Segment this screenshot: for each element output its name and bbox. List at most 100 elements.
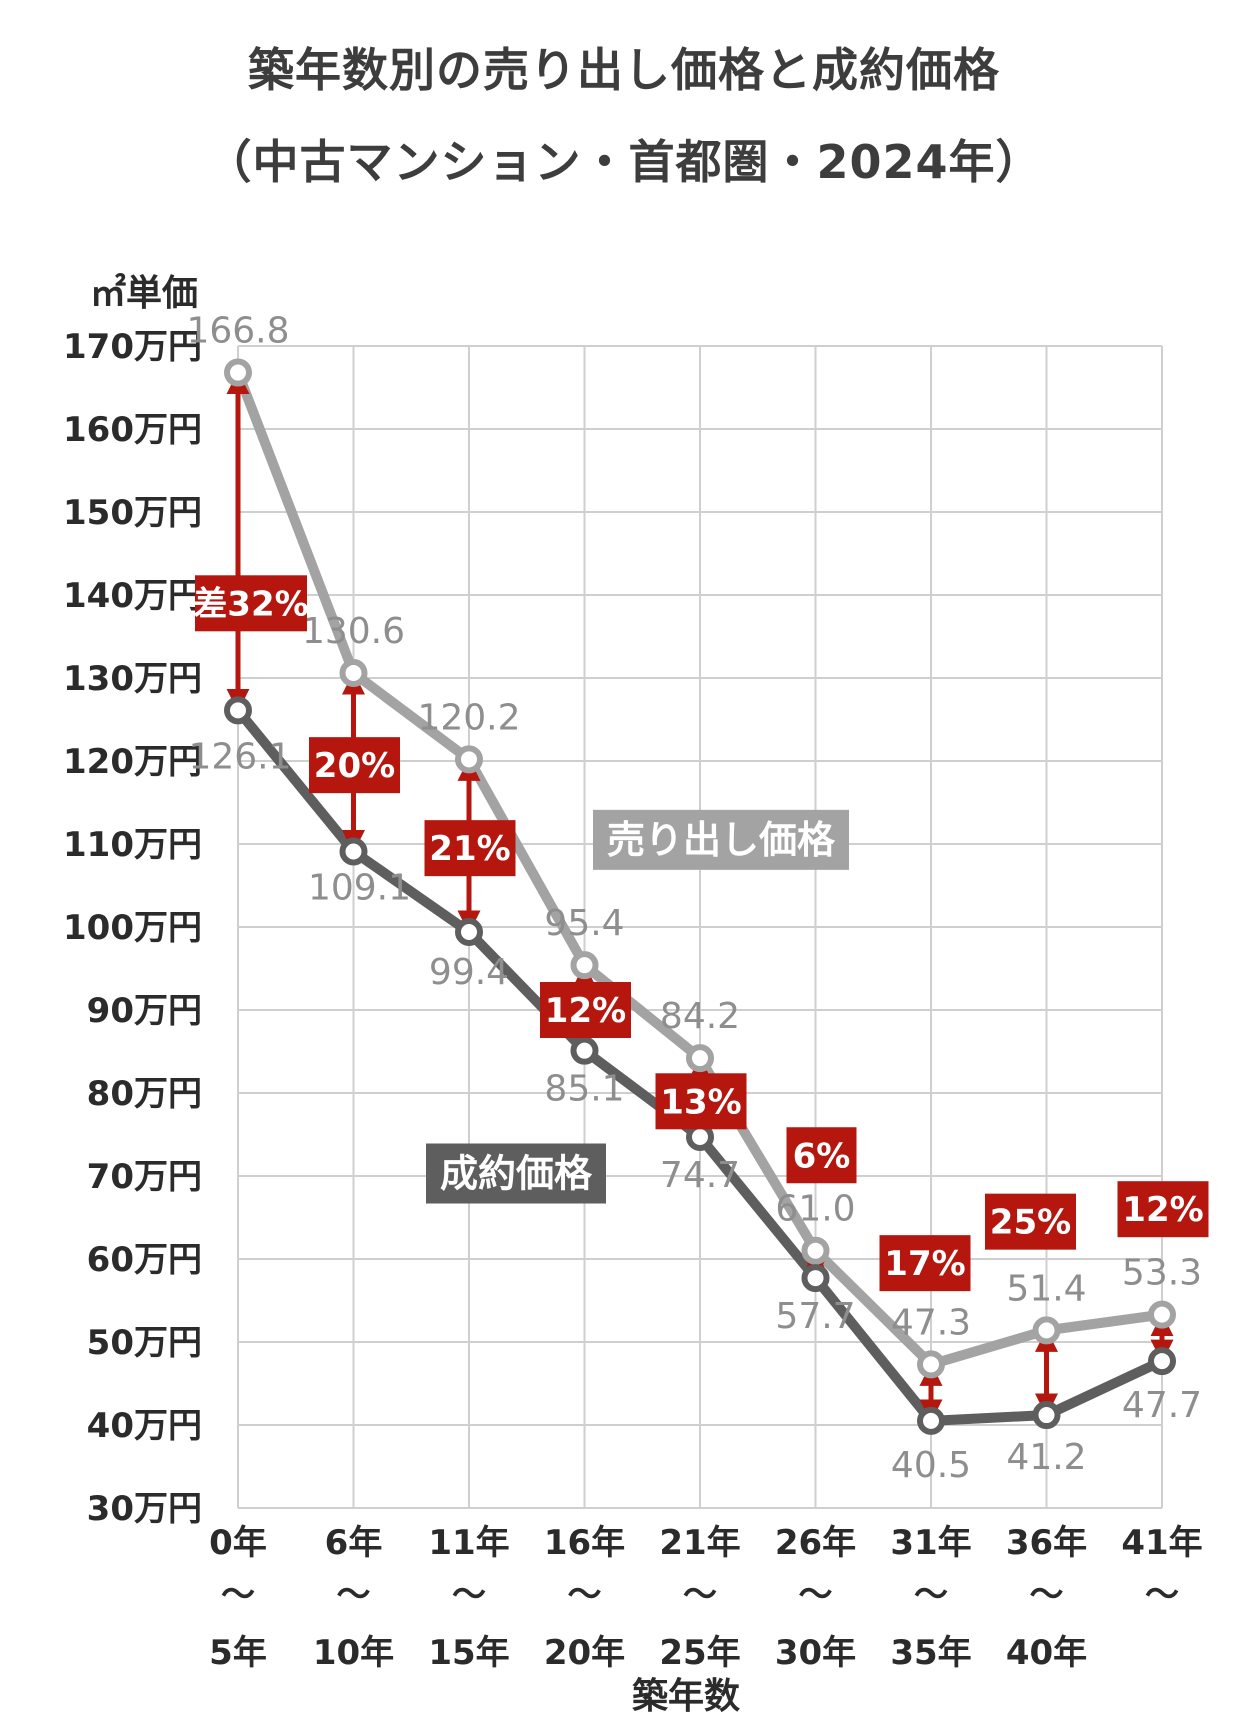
offer-legend-bg (593, 809, 849, 870)
offer-value-label: 95.4 (544, 903, 624, 944)
y-tick-label: 70万円 (87, 1157, 202, 1197)
y-tick-label: 160万円 (63, 410, 202, 450)
deal-price-point (339, 837, 368, 866)
x-tick-label-bottom: 20年 (544, 1633, 625, 1673)
x-tick-label-bottom: 25年 (659, 1633, 740, 1673)
offer-price-point (917, 1350, 945, 1379)
deal-legend-label: 成約価格 (440, 1152, 593, 1196)
gap-badge-bg (195, 575, 307, 632)
y-tick-label: 120万円 (63, 742, 202, 782)
gap-badge-bg (786, 1127, 857, 1184)
offer-value-label: 120.2 (417, 697, 520, 738)
gap-badge-label: 25% (990, 1203, 1071, 1243)
gap-badge-label: 12% (545, 991, 626, 1031)
deal-price-point (224, 696, 252, 725)
offer-value-label: 47.3 (891, 1302, 971, 1343)
gap-badge-bg (985, 1193, 1076, 1250)
gap-badge-label: 17% (884, 1244, 965, 1284)
x-tick-label-top: 16年 (544, 1523, 625, 1563)
offer-price-point (1148, 1300, 1176, 1329)
gap-badge-bg (309, 737, 400, 794)
y-tick-label: 170万円 (63, 327, 202, 367)
y-tick-label: 40万円 (87, 1406, 202, 1446)
offer-price-point (224, 358, 252, 387)
x-axis-label: 築年数 (632, 1676, 740, 1715)
deal-price-point (801, 1264, 830, 1293)
x-tick-label-tilde: 〜 (683, 1575, 717, 1615)
y-tick-label: 110万円 (63, 825, 202, 865)
gap-badge-label: 差32% (193, 584, 308, 624)
gap-badge-label: 6% (793, 1136, 851, 1176)
deal-value-label: 85.1 (544, 1069, 624, 1110)
x-tick-label-top: 21年 (659, 1523, 740, 1563)
y-tick-label: 90万円 (87, 991, 202, 1031)
x-tick-label-tilde: 〜 (221, 1575, 255, 1615)
deal-price-point (1032, 1401, 1061, 1430)
deal-value-label: 109.1 (308, 867, 411, 908)
gap-badge-bg (879, 1235, 971, 1292)
y-tick-label: 100万円 (63, 908, 202, 948)
deal-value-label: 99.4 (429, 952, 509, 993)
gap-badge-label: 20% (314, 746, 395, 786)
axes: 30万円 40万円 50万円 60万円 70万円 80万円 90万円 100万円 110万円 12… (63, 272, 1203, 1715)
gap-badge-bg (655, 1073, 747, 1130)
gap-badge-bg (424, 820, 516, 877)
x-tick-label-top: 11年 (428, 1523, 509, 1563)
x-tick-label-bottom: 30年 (775, 1633, 856, 1673)
x-tick-label-top: 26年 (775, 1523, 856, 1563)
x-tick-label-bottom: 15年 (428, 1633, 509, 1673)
x-tick-label-tilde: 〜 (452, 1575, 486, 1615)
deal-value-label: 40.5 (891, 1445, 971, 1486)
x-tick-label-bottom: 35年 (890, 1633, 971, 1673)
x-tick-label-tilde: 〜 (337, 1575, 371, 1615)
gap-badge-label: 12% (1122, 1190, 1203, 1230)
offer-price-point (686, 1044, 714, 1073)
x-tick-label-bottom: 10年 (313, 1633, 394, 1673)
offer-price-point (455, 745, 483, 774)
x-tick-label-top: 0年 (209, 1523, 267, 1563)
gap-badge-label: 13% (660, 1082, 741, 1122)
y-tick-label: 30万円 (87, 1489, 202, 1529)
offer-legend-label: 売り出し価格 (607, 818, 836, 862)
value-labels: 166.8 130.6 120.2 95.4 84.2 61.0 47.3 51.4 53.3 1… (186, 311, 1202, 1486)
offer-price-point (1032, 1316, 1061, 1345)
offer-value-label: 166.8 (186, 311, 289, 352)
x-tick-label-top: 41年 (1121, 1523, 1202, 1563)
chart-subtitle: （中古マンション・首都圏・2024年） (205, 135, 1043, 189)
deal-price-point (917, 1406, 945, 1435)
offer-value-label: 130.6 (302, 611, 405, 652)
deal-price-point (570, 1036, 599, 1065)
gap-badge-bg (1117, 1181, 1209, 1238)
deal-legend-bg (426, 1143, 606, 1204)
offer-price-point (570, 951, 599, 980)
x-tick-label-top: 36年 (1006, 1523, 1087, 1563)
x-tick-label-bottom: 40年 (1006, 1633, 1087, 1673)
chart-title: 築年数別の売り出し価格と成約価格 (248, 43, 1000, 97)
x-tick-label-tilde: 〜 (568, 1575, 602, 1615)
gap-badges: 差32% 20% 21% 12% 13% 6% 17% 25% 12% (193, 575, 1209, 1292)
y-tick-label: 150万円 (63, 493, 202, 533)
y-tick-label: 60万円 (87, 1240, 202, 1280)
offer-value-label: 61.0 (775, 1189, 855, 1230)
deal-value-label: 74.7 (660, 1155, 740, 1196)
offer-value-label: 84.2 (660, 996, 740, 1037)
gap-badge-label: 21% (429, 829, 510, 869)
deal-value-label: 41.2 (1006, 1437, 1086, 1478)
x-tick-label-tilde: 〜 (799, 1575, 833, 1615)
offer-price-point (801, 1236, 830, 1265)
deal-price-point (455, 917, 483, 946)
deal-price-point (1148, 1347, 1176, 1376)
x-tick-label-tilde: 〜 (1145, 1575, 1179, 1615)
deal-value-label: 57.7 (775, 1296, 855, 1337)
x-tick-label-tilde: 〜 (1030, 1575, 1064, 1615)
deal-value-label: 47.7 (1122, 1385, 1202, 1426)
offer-value-label: 51.4 (1006, 1268, 1086, 1309)
x-tick-label-bottom: 5年 (209, 1633, 267, 1673)
y-axis-label: ㎡単価 (90, 272, 198, 314)
gap-badge-bg (540, 982, 631, 1038)
deal-value-label: 126.1 (188, 736, 291, 777)
offer-value-label: 53.3 (1122, 1253, 1202, 1294)
x-tick-label-top: 31年 (890, 1523, 971, 1563)
